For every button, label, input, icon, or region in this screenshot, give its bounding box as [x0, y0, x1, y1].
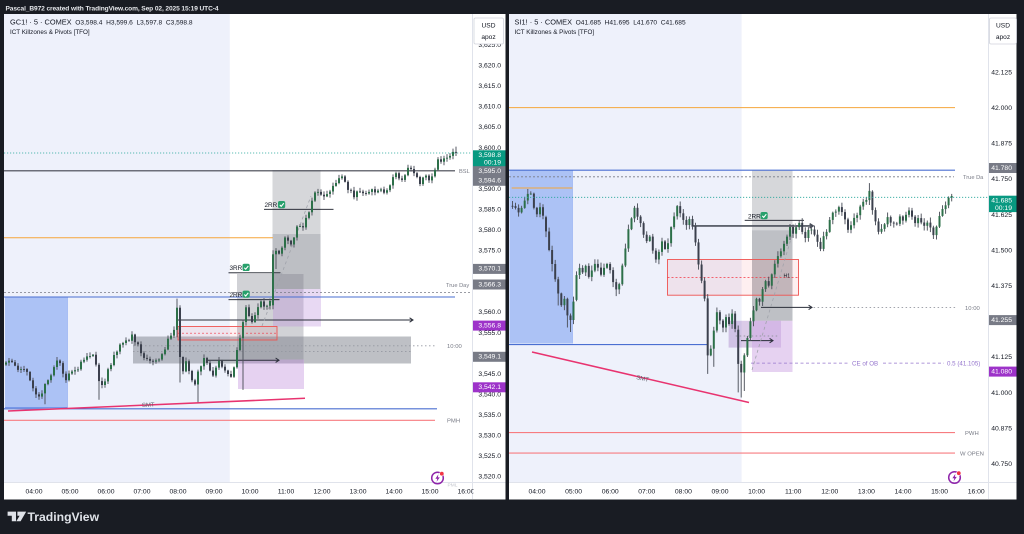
svg-text:3,585.0: 3,585.0 — [478, 207, 501, 214]
svg-text:3,625.0: 3,625.0 — [478, 42, 501, 49]
svg-text:12:00: 12:00 — [821, 489, 838, 496]
svg-text:14:00: 14:00 — [385, 489, 402, 496]
svg-text:42.000: 42.000 — [991, 105, 1012, 112]
svg-text:SMT: SMT — [142, 402, 155, 409]
svg-text:07:00: 07:00 — [638, 489, 655, 496]
svg-text:Pascal_B972 created with Tradi: Pascal_B972 created with TradingView.com… — [6, 5, 219, 12]
svg-text:04:00: 04:00 — [25, 489, 42, 496]
svg-text:apoz: apoz — [996, 34, 1010, 41]
svg-text:11:00: 11:00 — [278, 489, 295, 496]
svg-text:USD: USD — [996, 23, 1010, 30]
svg-text:16:00: 16:00 — [968, 489, 985, 496]
svg-text:2RR: 2RR — [748, 213, 761, 220]
svg-text:13:00: 13:00 — [349, 489, 366, 496]
svg-text:40.875: 40.875 — [991, 425, 1012, 432]
svg-text:3,590.0: 3,590.0 — [478, 186, 501, 193]
svg-text:13:00: 13:00 — [858, 489, 875, 496]
svg-text:42.125: 42.125 — [991, 69, 1012, 76]
svg-text:apoz: apoz — [481, 34, 495, 41]
svg-text:11:00: 11:00 — [785, 489, 802, 496]
svg-text:06:00: 06:00 — [97, 489, 114, 496]
svg-text:09:00: 09:00 — [711, 489, 728, 496]
svg-text:06:00: 06:00 — [602, 489, 619, 496]
svg-text:USD: USD — [482, 23, 496, 30]
svg-text:3,530.0: 3,530.0 — [478, 433, 501, 440]
svg-text:08:00: 08:00 — [169, 489, 186, 496]
svg-text:3,545.0: 3,545.0 — [478, 371, 501, 378]
svg-text:3,600.0: 3,600.0 — [478, 145, 501, 152]
svg-text:3,575.0: 3,575.0 — [478, 248, 501, 255]
svg-text:CE of OB: CE of OB — [852, 360, 878, 367]
svg-text:BSL: BSL — [459, 169, 470, 175]
svg-text:3,594.6: 3,594.6 — [478, 178, 501, 185]
svg-text:3,615.0: 3,615.0 — [478, 83, 501, 90]
svg-text:GC1! · 5 · COMEX O3,598.4 H3: GC1! · 5 · COMEX O3,598.4 H3,599.6 L3,59… — [10, 18, 193, 27]
svg-text:05:00: 05:00 — [61, 489, 78, 496]
svg-text:41.625: 41.625 — [991, 212, 1012, 219]
svg-text:3,555.0: 3,555.0 — [478, 330, 501, 337]
svg-text:3,540.0: 3,540.0 — [478, 391, 501, 398]
svg-text:41.125: 41.125 — [991, 354, 1012, 361]
svg-text:3,595.0: 3,595.0 — [478, 168, 501, 175]
svg-text:41.750: 41.750 — [991, 176, 1012, 183]
svg-text:3,610.0: 3,610.0 — [478, 104, 501, 111]
svg-text:3,620.0: 3,620.0 — [478, 63, 501, 70]
svg-text:3,549.1: 3,549.1 — [478, 354, 501, 361]
svg-text:3,566.3: 3,566.3 — [478, 281, 501, 288]
svg-text:0.5 (41.105): 0.5 (41.105) — [947, 360, 980, 367]
svg-text:3,556.8: 3,556.8 — [478, 322, 501, 329]
svg-text:05:00: 05:00 — [565, 489, 582, 496]
svg-text:41.875: 41.875 — [991, 141, 1012, 148]
svg-text:3,542.1: 3,542.1 — [478, 384, 501, 391]
svg-text:07:00: 07:00 — [133, 489, 150, 496]
svg-text:41.500: 41.500 — [991, 247, 1012, 254]
svg-text:PMH: PMH — [447, 419, 460, 425]
svg-text:3,570.1: 3,570.1 — [478, 266, 501, 273]
svg-text:ICT Killzones & Pivots [TFO]: ICT Killzones & Pivots [TFO] — [515, 29, 595, 36]
svg-text:3,535.0: 3,535.0 — [478, 412, 501, 419]
svg-text:40.750: 40.750 — [991, 461, 1012, 468]
svg-text:12:00: 12:00 — [313, 489, 330, 496]
svg-text:41.000: 41.000 — [991, 390, 1012, 397]
svg-text:H1: H1 — [784, 274, 791, 280]
svg-text:3,560.0: 3,560.0 — [478, 309, 501, 316]
svg-text:41.375: 41.375 — [991, 283, 1012, 290]
svg-text:41.080: 41.080 — [991, 368, 1012, 375]
svg-text:2RR: 2RR — [265, 202, 278, 209]
svg-text:3,520.0: 3,520.0 — [478, 474, 501, 481]
svg-text:3,598.8: 3,598.8 — [478, 152, 501, 159]
svg-text:15:00: 15:00 — [421, 489, 438, 496]
svg-text:SI1! · 5 · COMEX O41.685 H41: SI1! · 5 · COMEX O41.685 H41.695 L41.670… — [515, 18, 686, 27]
svg-text:3RR: 3RR — [230, 265, 243, 272]
svg-text:00:19: 00:19 — [484, 160, 501, 167]
svg-text:PML: PML — [448, 483, 458, 489]
svg-text:True Day: True Day — [446, 283, 469, 289]
svg-text:14:00: 14:00 — [894, 489, 911, 496]
svg-text:PWH: PWH — [965, 431, 979, 437]
svg-text:3,605.0: 3,605.0 — [478, 124, 501, 131]
svg-text:SMT: SMT — [636, 375, 650, 384]
svg-text:10:00: 10:00 — [447, 344, 462, 350]
svg-text:08:00: 08:00 — [675, 489, 692, 496]
svg-text:TradingView: TradingView — [28, 510, 100, 524]
svg-text:10:00: 10:00 — [748, 489, 765, 496]
svg-text:2RR: 2RR — [230, 292, 243, 299]
svg-text:41.780: 41.780 — [991, 165, 1012, 172]
svg-text:3,525.0: 3,525.0 — [478, 453, 501, 460]
svg-text:W OPEN: W OPEN — [960, 452, 984, 458]
svg-text:15:00: 15:00 — [931, 489, 948, 496]
svg-text:41.255: 41.255 — [991, 317, 1012, 324]
svg-text:3,580.0: 3,580.0 — [478, 227, 501, 234]
svg-text:10:00: 10:00 — [965, 306, 980, 312]
svg-text:00:19: 00:19 — [995, 205, 1012, 212]
svg-text:41.685: 41.685 — [991, 197, 1012, 204]
svg-text:10:00: 10:00 — [241, 489, 258, 496]
svg-text:ICT Killzones & Pivots [TFO]: ICT Killzones & Pivots [TFO] — [10, 29, 90, 36]
svg-text:09:00: 09:00 — [205, 489, 222, 496]
svg-text:16:00: 16:00 — [457, 489, 474, 496]
svg-text:True Da: True Da — [963, 175, 984, 181]
svg-text:04:00: 04:00 — [528, 489, 545, 496]
